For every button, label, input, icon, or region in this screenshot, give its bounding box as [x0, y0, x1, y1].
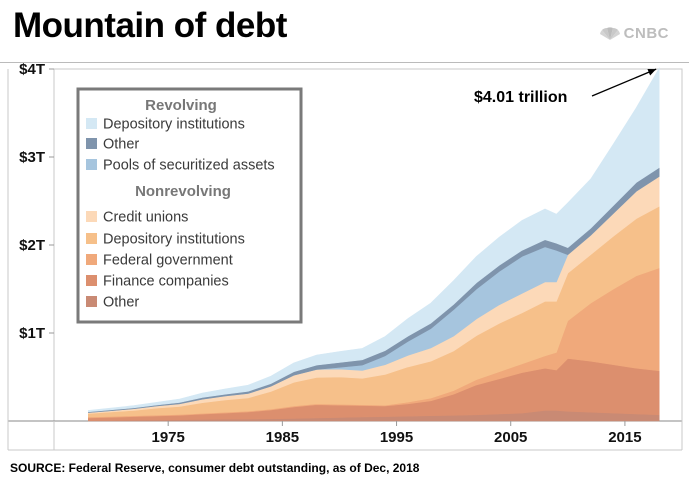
x-tick-label: 2005 — [494, 429, 527, 446]
legend-swatch-finance-companies — [86, 275, 97, 286]
x-axis-ticks: 1975 1985 1995 2005 2015 — [151, 421, 642, 446]
legend-label-nonrevolving-other: Other — [103, 295, 139, 311]
annotation-arrowhead — [647, 68, 657, 76]
legend: Revolving Depository institutions Other … — [76, 87, 303, 324]
y-axis-ticks: $1T $2T $3T $4T — [19, 61, 54, 342]
chart-title: Mountain of debt — [13, 6, 287, 45]
legend-label-federal-government: Federal government — [103, 253, 233, 269]
legend-label-revolving-other: Other — [103, 137, 139, 153]
legend-swatch-revolving-other — [86, 138, 97, 149]
brand-logo: CNBC — [599, 25, 669, 42]
x-tick-label: 1985 — [266, 429, 299, 446]
y-tick-label: $3T — [19, 149, 45, 166]
y-tick-label: $2T — [19, 237, 45, 254]
x-tick-label: 1975 — [151, 429, 184, 446]
legend-label-credit-unions: Credit unions — [103, 210, 188, 226]
y-tick-label: $4T — [19, 61, 45, 78]
x-tick-label: 2015 — [608, 429, 641, 446]
area-depository-institutions-revolving — [88, 66, 660, 413]
legend-heading-nonrevolving: Nonrevolving — [135, 183, 231, 200]
peacock-icon — [599, 26, 620, 40]
legend-label-revolving-depository: Depository institutions — [103, 117, 245, 133]
stacked-area-series — [88, 66, 660, 422]
source-note: SOURCE: Federal Reserve, consumer debt o… — [10, 461, 420, 475]
annotation-arrow — [591, 68, 657, 97]
legend-label-finance-companies: Finance companies — [103, 274, 229, 290]
title-divider — [0, 62, 689, 63]
legend-heading-revolving: Revolving — [145, 97, 217, 114]
legend-swatch-credit-unions — [86, 211, 97, 222]
total-annotation-label: $4.01 trillion — [474, 89, 567, 106]
legend-label-nonrevolving-depository: Depository institutions — [103, 232, 245, 248]
total-annotation: $4.01 trillion — [474, 68, 657, 106]
legend-swatch-securitized-pools — [86, 159, 97, 170]
legend-box — [76, 87, 303, 324]
brand-name: CNBC — [623, 25, 669, 42]
y-tick-label: $1T — [19, 325, 45, 342]
legend-swatch-revolving-depository — [86, 118, 97, 129]
legend-swatch-nonrevolving-depository — [86, 233, 97, 244]
legend-swatch-nonrevolving-other — [86, 296, 97, 307]
legend-swatch-federal-government — [86, 254, 97, 265]
legend-label-securitized-pools: Pools of securitized assets — [103, 158, 275, 174]
x-tick-label: 1995 — [380, 429, 413, 446]
